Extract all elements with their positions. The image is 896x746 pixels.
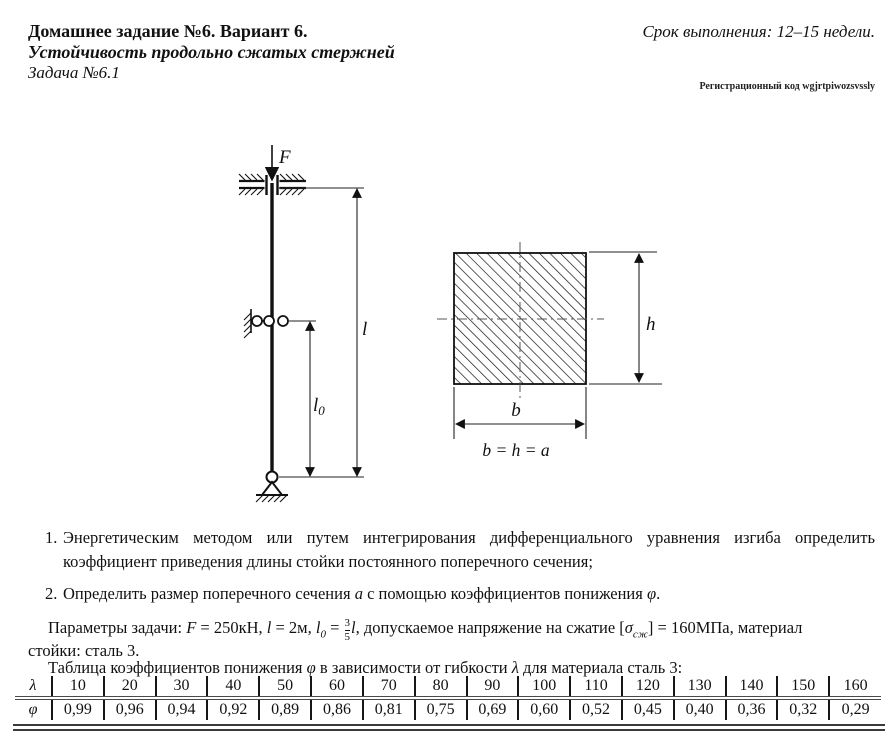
params-tail-text: ] = 160МПа, материал (647, 618, 803, 637)
section-dimensions (453, 251, 662, 439)
section-width-label: b (511, 400, 521, 421)
lambda-cell: 150 (776, 676, 830, 700)
lambda-cell: 80 (413, 676, 467, 700)
phi-cell: 0,99 (51, 698, 104, 720)
params-mid-text: , допускаемое напряжение на сжатие [ (355, 618, 625, 637)
section-height-label: h (646, 314, 656, 335)
centerlines (437, 242, 604, 400)
lambda-cell: 120 (620, 676, 674, 700)
phi-cell: 0,94 (154, 698, 208, 720)
phi-cell: 0,40 (672, 698, 726, 720)
var-a: a (354, 584, 363, 603)
page-subtitle: Устойчивость продольно сжатых стержней (28, 42, 395, 62)
phi-cell: 0,86 (310, 698, 363, 720)
params-F-value: = 250кН, (196, 618, 267, 637)
var-l-after-frac: l (351, 618, 356, 637)
roller-circle (251, 315, 263, 327)
lambda-cell: 40 (206, 676, 260, 700)
var-F: F (186, 618, 197, 637)
column-diagram (238, 145, 364, 503)
phi-row-label: φ (28, 701, 38, 718)
lambda-cell: 130 (672, 676, 726, 700)
phi-cell: 0,52 (569, 698, 622, 720)
header-row-2: Устойчивость продольно сжатых стержней (28, 42, 875, 63)
phi-cell: 0,75 (413, 698, 467, 720)
lambda-cell: 50 (258, 676, 312, 700)
var-sigma: σсж (624, 618, 648, 641)
base-hatching (255, 494, 288, 503)
header-row-3: Задача №6.1 (28, 63, 875, 83)
lambda-cell: 90 (465, 676, 519, 700)
task-item-1-line-1: Энергетическим методом или путем интегри… (63, 528, 875, 547)
task-item-2-number: 2. (45, 584, 58, 603)
bottom-double-rule (13, 724, 885, 731)
phi-row: φ 0,99 0,96 0,94 0,92 0,89 0,86 0,81 0,7… (15, 698, 881, 720)
section-equality-label: b = h = a (482, 440, 550, 460)
parameters-line-1: Параметры задачи: F = 250кН, l = 2м, l0 … (28, 616, 875, 643)
parameters-line-2: стойки: сталь 3. (28, 641, 140, 660)
force-label: F (278, 147, 291, 168)
lambda-cell: 140 (724, 676, 778, 700)
lambda-cell: 100 (517, 676, 571, 700)
phi-cell: 0,60 (517, 698, 571, 720)
clamp-hatching (238, 173, 305, 196)
middle-roller-support (243, 309, 289, 339)
params-intro: Параметры задачи: (48, 618, 187, 637)
phi-cell: 0,92 (206, 698, 260, 720)
phi-cell: 0,32 (776, 698, 830, 720)
bottom-pin-support (255, 470, 288, 503)
task-label: Задача №6.1 (28, 63, 120, 82)
deadline-text: Срок выполнения: 12–15 недели. (642, 22, 875, 41)
cross-section-diagram (437, 242, 662, 439)
registration-code: Регистрационный код wgjrtpiwozsvssly (699, 81, 875, 92)
column-dimensions (279, 187, 364, 478)
var-l0: l0 (315, 618, 326, 641)
phi-cell: 0,36 (724, 698, 778, 720)
table-caption: Таблица коэффициентов понижения φ в зави… (48, 658, 683, 677)
phi-cell: 0,81 (361, 698, 415, 720)
task-item-1-number: 1. (45, 528, 58, 547)
task-item-2: 2. Определить размер поперечного сечения… (45, 582, 875, 606)
task-item-1: 1. Энергетическим методом или путем инте… (45, 526, 875, 574)
problem-figure: F l l0 h b b = h = a (238, 145, 662, 503)
task-item-1-line-2: коэффициент приведения длины стойки пост… (63, 552, 593, 571)
phi-cell: 0,45 (620, 698, 674, 720)
phi-cell: 0,29 (828, 698, 881, 720)
roller-circle (263, 315, 275, 327)
var-phi: φ (646, 584, 657, 603)
lambda-cell: 20 (102, 676, 156, 700)
coefficients-table: λ 10 20 30 40 50 60 70 80 90 100 110 120… (15, 676, 881, 720)
lambda-row-label: λ (15, 676, 52, 700)
phi-cell: 0,89 (258, 698, 312, 720)
lambda-cell: 160 (828, 676, 881, 700)
params-l-value: = 2м, (271, 618, 316, 637)
wall-hatching (243, 312, 252, 339)
var-l: l (266, 618, 272, 637)
effective-length-label: l0 (313, 395, 325, 418)
caption-var-phi: φ (306, 658, 316, 677)
lambda-cell: 70 (361, 676, 415, 700)
top-clamp-support (238, 173, 306, 196)
phi-cell: 0,69 (465, 698, 519, 720)
lambda-cell: 60 (310, 676, 363, 700)
roller-circle (277, 315, 289, 327)
page-title: Домашнее задание №6. Вариант 6. (28, 21, 308, 41)
header-row-1: Домашнее задание №6. Вариант 6. Срок вып… (28, 21, 875, 42)
lambda-cell: 10 (51, 676, 104, 700)
caption-var-lambda: λ (511, 658, 519, 677)
lambda-cell: 110 (569, 676, 622, 700)
params-l0-eq: = (325, 618, 344, 637)
lambda-row: λ 10 20 30 40 50 60 70 80 90 100 110 120… (15, 676, 881, 700)
length-label: l (362, 319, 367, 340)
task-item-2-text: Определить размер поперечного сечения a … (63, 584, 661, 603)
phi-cell: 0,96 (102, 698, 156, 720)
lambda-cell: 30 (154, 676, 208, 700)
